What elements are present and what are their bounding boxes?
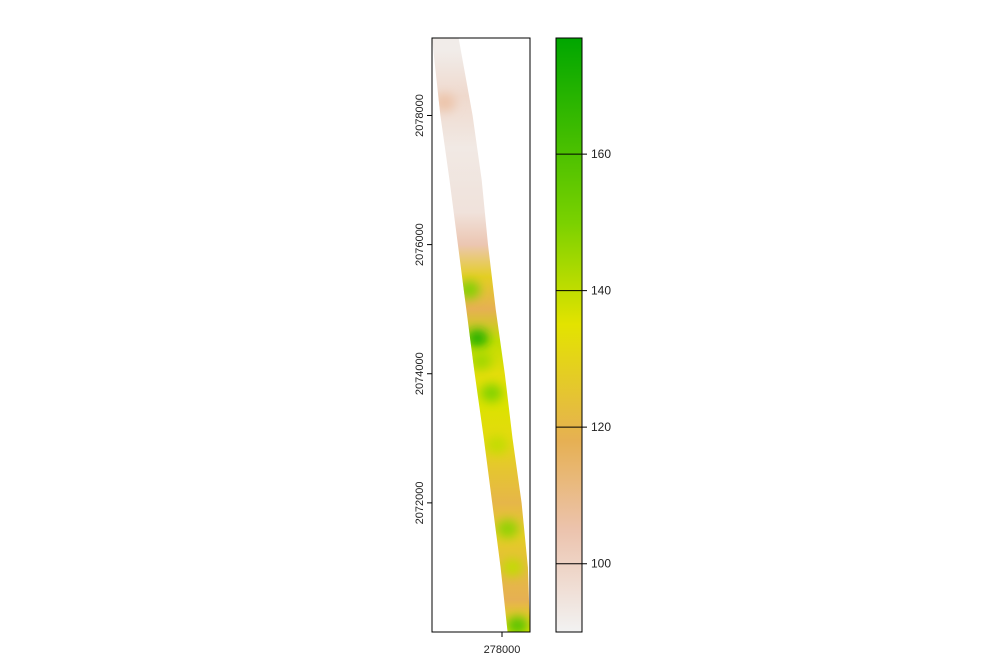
colorbar-tick-label-2: 140	[591, 284, 611, 298]
x-axis: 278000	[484, 632, 521, 656]
raster-hotspots	[433, 93, 529, 632]
y-tick-label-1: 2074000	[414, 352, 426, 395]
raster-hotspot-5	[496, 519, 519, 538]
plot-border	[431, 37, 531, 633]
plot-area	[431, 37, 531, 633]
y-axis: 2072000 2074000 2076000 2078000	[414, 94, 432, 524]
raster-hotspot-4	[486, 435, 509, 454]
y-tick-label-3: 2078000	[414, 94, 426, 137]
colorbar-tick-label-0: 100	[591, 557, 611, 571]
colorbar-tick-label-1: 120	[591, 420, 611, 434]
raster-hotspot-3	[480, 384, 503, 403]
raster-hotspot-7	[506, 616, 529, 632]
y-tick-label-0: 2072000	[414, 481, 426, 524]
y-tick-label-2: 2076000	[414, 223, 426, 266]
raster-hotspot-1	[466, 329, 489, 348]
raster-hotspot-6	[501, 558, 524, 577]
colorbar-ticks: 100 120 140 160	[556, 147, 611, 571]
x-tick-label-0: 278000	[484, 644, 521, 656]
colorbar-scale	[555, 37, 583, 633]
colorbar-legend: 100 120 140 160	[555, 37, 611, 633]
colorbar-tick-label-3: 160	[591, 147, 611, 161]
raster-hotspot-2	[470, 351, 492, 370]
